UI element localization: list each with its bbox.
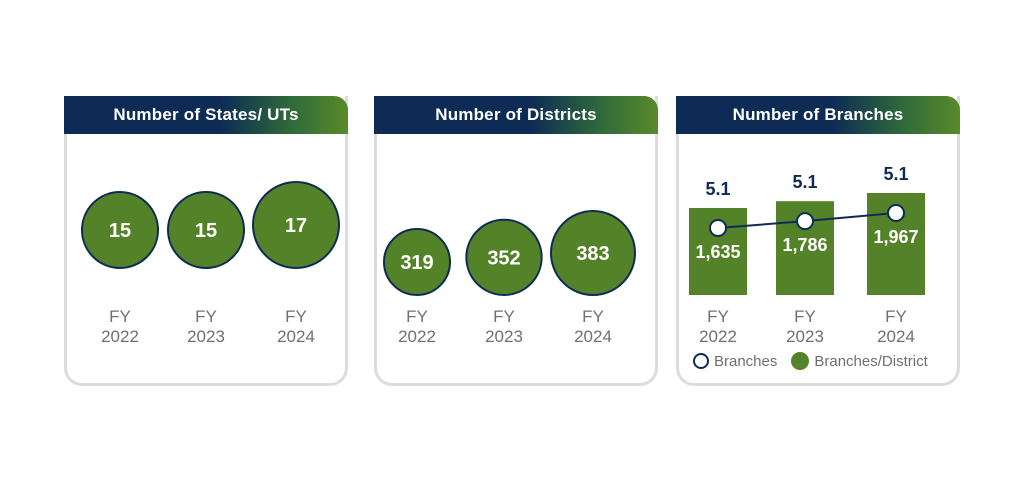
x-tick-label-0: FY	[109, 307, 131, 326]
x-tick-label-0-year: 2022	[699, 327, 737, 346]
branches-legend-marker	[693, 353, 709, 369]
branches-panel: Number of Branches 5.1 5.1 5.1 1,635 1,786 1,…	[676, 96, 960, 386]
branches-legend-label: Branches	[714, 352, 778, 370]
x-tick-label-0-year: 2022	[101, 327, 139, 346]
bubble-1	[167, 191, 245, 269]
x-tick-label-2-year: 2024	[277, 327, 315, 346]
bubble-value-0: 319	[400, 252, 433, 274]
bubble-value-1: 352	[487, 247, 520, 269]
bubble-0	[81, 191, 159, 269]
states-panel: Number of States/ UTs 15 15 17 FY 2022 FY 2023…	[64, 96, 348, 386]
branches-value-1: 1,786	[782, 235, 827, 255]
districts-panel: Number of Districts 319 352 383 FY 2022 FY 202…	[374, 96, 658, 386]
branches-marker-2	[887, 204, 905, 222]
x-tick-label-0-year: 2022	[398, 327, 436, 346]
x-tick-label-2: FY	[285, 307, 307, 326]
bubble-0	[383, 228, 451, 296]
branches-value-0: 1,635	[695, 242, 740, 262]
bubble-1	[465, 218, 543, 296]
bar-label-2: 5.1	[883, 164, 908, 184]
bubble-value-2: 383	[576, 243, 609, 265]
branches-marker-1	[796, 212, 814, 231]
bar-label-0: 5.1	[705, 179, 730, 199]
bubble-value-0: 15	[109, 220, 131, 242]
x-tick-label-1-year: 2023	[786, 327, 824, 346]
bubble-2	[550, 210, 636, 296]
x-tick-label-1: FY	[493, 307, 515, 326]
branches-value-2: 1,967	[873, 227, 918, 247]
bar-label-1: 5.1	[792, 172, 817, 192]
bubble-2	[252, 181, 340, 269]
districts-panel-title: Number of Districts	[374, 96, 658, 134]
x-tick-label-2: FY	[885, 307, 907, 326]
x-tick-label-0: FY	[707, 307, 729, 326]
x-tick-label-1: FY	[195, 307, 217, 326]
x-tick-label-2-year: 2024	[877, 327, 915, 346]
branches-per-district-legend-marker	[791, 352, 810, 370]
branches-bar-chart: 5.1 5.1 5.11,635 1,786 1,967FY2022FY2023FY20…	[689, 164, 925, 346]
x-tick-label-2: FY	[582, 307, 604, 326]
states-panel-title: Number of States/ UTs	[64, 96, 348, 134]
x-tick-label-1-year: 2023	[187, 327, 225, 346]
x-tick-label-1: FY	[794, 307, 816, 326]
x-tick-label-0: FY	[406, 307, 428, 326]
x-tick-label-2-year: 2024	[574, 327, 612, 346]
bubble-value-1: 15	[195, 220, 217, 242]
branches-panel-title: Number of Branches	[676, 96, 960, 134]
branches-per-district-legend-label: Branches/District	[814, 352, 928, 370]
chart-legend: Branches Branches/District	[693, 352, 928, 370]
branches-marker-0	[709, 219, 727, 237]
bubble-value-2: 17	[285, 215, 307, 237]
x-tick-label-1-year: 2023	[485, 327, 523, 346]
